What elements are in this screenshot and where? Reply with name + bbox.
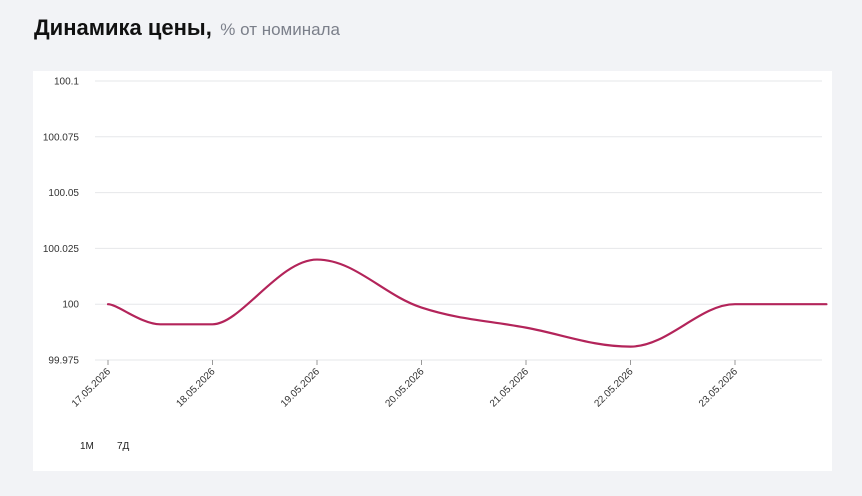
period-7d-button[interactable]: 7Д: [117, 441, 130, 452]
y-tick-label: 100: [62, 300, 79, 311]
x-tick-label: 21.05.2026: [488, 366, 531, 409]
price-chart: 100.1 100.075 100.05 100.025 100 99.97517.05.…: [43, 77, 828, 410]
page-title: Динамика цены,: [34, 15, 212, 40]
x-tick-label: 23.05.2026: [697, 366, 740, 409]
y-tick-label: 100.025: [43, 244, 80, 255]
period-1m-button[interactable]: 1М: [80, 441, 94, 452]
y-tick-label: 100.1: [54, 77, 79, 88]
x-tick-label: 20.05.2026: [383, 366, 426, 409]
x-tick-label: 17.05.2026: [70, 366, 113, 409]
y-tick-label: 99.975: [48, 356, 79, 367]
price-series-line: [106, 258, 828, 348]
x-tick-label: 19.05.2026: [279, 366, 322, 409]
y-tick-label: 100.05: [48, 188, 79, 199]
page-subtitle: % от номинала: [220, 20, 340, 39]
chart-card: 100.1 100.075 100.05 100.025 100 99.975 17.05.…: [33, 71, 832, 471]
x-tick-label: 22.05.2026: [592, 366, 635, 409]
y-tick-label: 100.075: [43, 132, 80, 143]
chart-header: Динамика цены, % от номинала: [34, 15, 340, 41]
x-tick-label: 18.05.2026: [174, 366, 217, 409]
